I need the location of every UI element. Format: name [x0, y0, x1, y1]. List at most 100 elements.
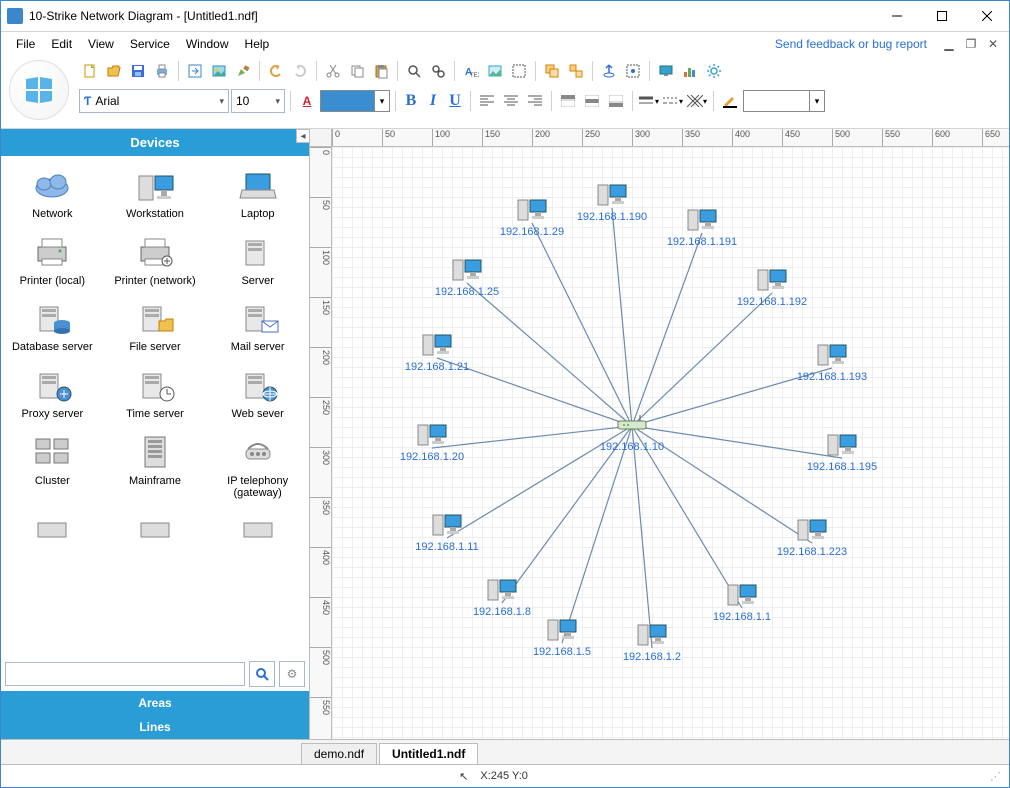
- ungroup-button[interactable]: [565, 60, 587, 82]
- monitor-button[interactable]: [655, 60, 677, 82]
- node-192-168-1-11[interactable]: 192.168.1.11: [402, 511, 492, 553]
- sidebar-collapse-button[interactable]: ◂: [296, 129, 310, 143]
- scan-button[interactable]: [598, 60, 620, 82]
- copy-button[interactable]: [346, 60, 368, 82]
- menu-edit[interactable]: Edit: [44, 34, 79, 54]
- node-192-168-1-191[interactable]: 192.168.1.191: [657, 206, 747, 248]
- save-button[interactable]: [127, 60, 149, 82]
- maximize-button[interactable]: [919, 1, 964, 31]
- menu-file[interactable]: File: [9, 34, 42, 54]
- align-left-button[interactable]: [476, 90, 498, 112]
- node-192-168-1-29[interactable]: 192.168.1.29: [487, 196, 577, 238]
- paste-button[interactable]: [370, 60, 392, 82]
- line-style-button[interactable]: ▾: [638, 90, 660, 112]
- node-192-168-1-223[interactable]: 192.168.1.223: [767, 516, 857, 558]
- node-192-168-1-195[interactable]: 192.168.1.195: [797, 431, 887, 473]
- device-item-file-server[interactable]: File server: [104, 295, 207, 358]
- bold-button[interactable]: B: [401, 92, 421, 110]
- mdi-restore-icon[interactable]: ❐: [963, 38, 979, 50]
- italic-button[interactable]: I: [423, 92, 443, 110]
- device-item-printer[interactable]: Printer (local): [1, 229, 104, 292]
- image-button[interactable]: [208, 60, 230, 82]
- areas-panel-header[interactable]: Areas: [1, 691, 309, 715]
- redo-button[interactable]: [289, 60, 311, 82]
- device-item-laptop[interactable]: Laptop: [206, 162, 309, 225]
- text-color-button[interactable]: A: [296, 90, 318, 112]
- node-192-168-1-5[interactable]: 192.168.1.5: [517, 616, 607, 658]
- menu-help[interactable]: Help: [238, 34, 277, 54]
- app-logo[interactable]: [9, 60, 69, 120]
- mdi-minimize-icon[interactable]: ▁: [941, 38, 957, 50]
- device-item-proxy-server[interactable]: Proxy server: [1, 362, 104, 425]
- node-192-168-1-2[interactable]: 192.168.1.2: [607, 621, 697, 663]
- device-item-server[interactable]: Server: [206, 229, 309, 292]
- device-search-input[interactable]: [5, 662, 245, 686]
- fill-color-select[interactable]: ▾: [320, 90, 390, 112]
- undo-button[interactable]: [265, 60, 287, 82]
- bg-color-select[interactable]: ▾: [743, 90, 825, 112]
- open-button[interactable]: [103, 60, 125, 82]
- underline-button[interactable]: U: [445, 92, 465, 110]
- group-button[interactable]: [541, 60, 563, 82]
- device-item-partial1[interactable]: [1, 508, 104, 558]
- tab-Untitled1-ndf[interactable]: Untitled1.ndf: [379, 743, 478, 764]
- font-size-select[interactable]: 10 ▾: [231, 89, 285, 113]
- node-192-168-1-20[interactable]: 192.168.1.20: [387, 421, 477, 463]
- export-button[interactable]: [184, 60, 206, 82]
- feedback-link[interactable]: Send feedback or bug report: [775, 37, 927, 51]
- device-search-button[interactable]: [249, 661, 275, 687]
- text-tool-button[interactable]: ATEXT: [460, 60, 482, 82]
- picture-button[interactable]: [484, 60, 506, 82]
- device-item-workstation[interactable]: Workstation: [104, 162, 207, 225]
- find-replace-button[interactable]: [427, 60, 449, 82]
- device-item-db-server[interactable]: Database server: [1, 295, 104, 358]
- device-item-web-server[interactable]: Web sever: [206, 362, 309, 425]
- menu-view[interactable]: View: [81, 34, 121, 54]
- close-button[interactable]: [964, 1, 1009, 31]
- minimize-button[interactable]: [874, 1, 919, 31]
- lines-panel-header[interactable]: Lines: [1, 715, 309, 739]
- valign-bottom-button[interactable]: [605, 90, 627, 112]
- node-192-168-1-25[interactable]: 192.168.1.25: [422, 256, 512, 298]
- select-tool-button[interactable]: [508, 60, 530, 82]
- new-button[interactable]: [79, 60, 101, 82]
- node-center[interactable]: 192.168.1.10: [587, 411, 677, 453]
- node-192-168-1-193[interactable]: 192.168.1.193: [787, 341, 877, 383]
- device-item-time-server[interactable]: Time server: [104, 362, 207, 425]
- align-center-button[interactable]: [500, 90, 522, 112]
- node-192-168-1-8[interactable]: 192.168.1.8: [457, 576, 547, 618]
- diagram-canvas[interactable]: 192.168.1.10 192.168.1.190192.168.1.29 192…: [332, 147, 1009, 739]
- paint-button[interactable]: [232, 60, 254, 82]
- device-item-partial3[interactable]: [206, 508, 309, 558]
- cut-button[interactable]: [322, 60, 344, 82]
- device-item-mail-server[interactable]: Mail server: [206, 295, 309, 358]
- device-settings-button[interactable]: ⚙: [279, 661, 305, 687]
- dash-style-button[interactable]: ▾: [662, 90, 684, 112]
- tab-demo-ndf[interactable]: demo.ndf: [301, 743, 377, 764]
- device-item-ip-phone[interactable]: IP telephony (gateway): [206, 429, 309, 504]
- devices-panel-header[interactable]: Devices: [1, 129, 309, 156]
- menu-service[interactable]: Service: [123, 34, 177, 54]
- device-item-cloud[interactable]: Network: [1, 162, 104, 225]
- node-192-168-1-190[interactable]: 192.168.1.190: [567, 181, 657, 223]
- settings-button[interactable]: [703, 60, 725, 82]
- find-button[interactable]: [403, 60, 425, 82]
- node-192-168-1-192[interactable]: 192.168.1.192: [727, 266, 817, 308]
- chart-button[interactable]: [679, 60, 701, 82]
- device-item-cluster[interactable]: Cluster: [1, 429, 104, 504]
- device-item-mainframe[interactable]: Mainframe: [104, 429, 207, 504]
- device-item-printer-net[interactable]: Printer (network): [104, 229, 207, 292]
- valign-top-button[interactable]: [557, 90, 579, 112]
- font-family-select[interactable]: Ƭ Arial ▾: [79, 89, 229, 113]
- device-item-partial2[interactable]: [104, 508, 207, 558]
- valign-middle-button[interactable]: [581, 90, 603, 112]
- align-right-button[interactable]: [524, 90, 546, 112]
- node-192-168-1-21[interactable]: 192.168.1.21: [392, 331, 482, 373]
- scan-range-button[interactable]: [622, 60, 644, 82]
- hatch-style-button[interactable]: ▾: [686, 90, 708, 112]
- print-button[interactable]: [151, 60, 173, 82]
- line-color-button[interactable]: [719, 90, 741, 112]
- mdi-close-icon[interactable]: ✕: [985, 38, 1001, 50]
- menu-window[interactable]: Window: [179, 34, 236, 54]
- node-192-168-1-1[interactable]: 192.168.1.1: [697, 581, 787, 623]
